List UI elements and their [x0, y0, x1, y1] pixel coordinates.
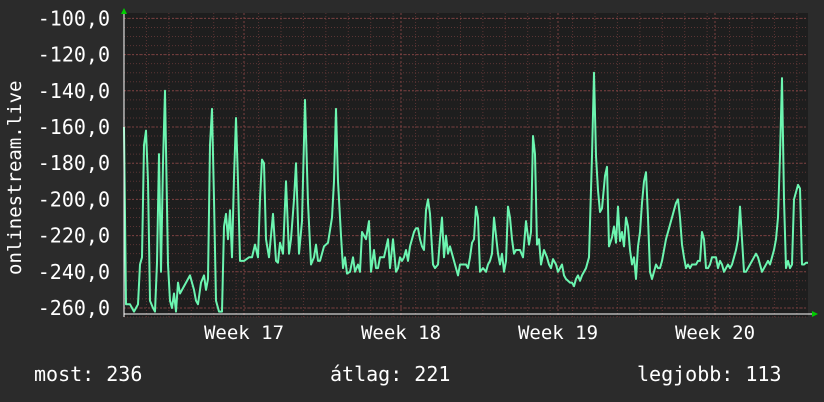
y-axis: -260,0 -240,0 -220,0 -200,0 -180,0 -160,0 -140… [38, 6, 110, 320]
x-axis-arrow-icon [812, 311, 818, 317]
stat-current: most: 236 [34, 362, 142, 386]
grid [123, 13, 808, 318]
stat-current-value: 236 [106, 362, 143, 386]
x-axis: Week 17 Week 18 Week 19 Week 20 [204, 322, 755, 344]
y-tick-label: -140,0 [38, 79, 110, 103]
y-tick-label: -160,0 [38, 115, 110, 139]
x-tick-label: Week 17 [204, 322, 284, 344]
y-axis-arrow-icon [121, 8, 127, 14]
y-tick-label: -100,0 [38, 6, 110, 30]
y-tick-label: -240,0 [38, 260, 110, 284]
stat-best-value: 113 [745, 362, 782, 386]
x-tick-label: Week 19 [518, 322, 598, 344]
stat-average-value: 221 [414, 362, 451, 386]
series-line [123, 71, 808, 313]
y-axis-title: onlinestream.live [4, 80, 26, 275]
y-tick-label: -120,0 [38, 43, 110, 67]
x-tick-label: Week 18 [361, 322, 441, 344]
stat-best-label: legjobb: [637, 362, 734, 386]
y-tick-label: -260,0 [38, 296, 110, 320]
x-tick-label: Week 20 [675, 322, 755, 344]
stat-average-label: átlag: [330, 362, 403, 386]
stat-average: átlag: 221 [330, 362, 450, 386]
stat-current-label: most: [34, 362, 95, 386]
y-tick-label: -220,0 [38, 224, 110, 248]
y-tick-label: -200,0 [38, 187, 110, 211]
stat-best: legjobb: 113 [637, 362, 782, 386]
y-tick-label: -180,0 [38, 151, 110, 175]
